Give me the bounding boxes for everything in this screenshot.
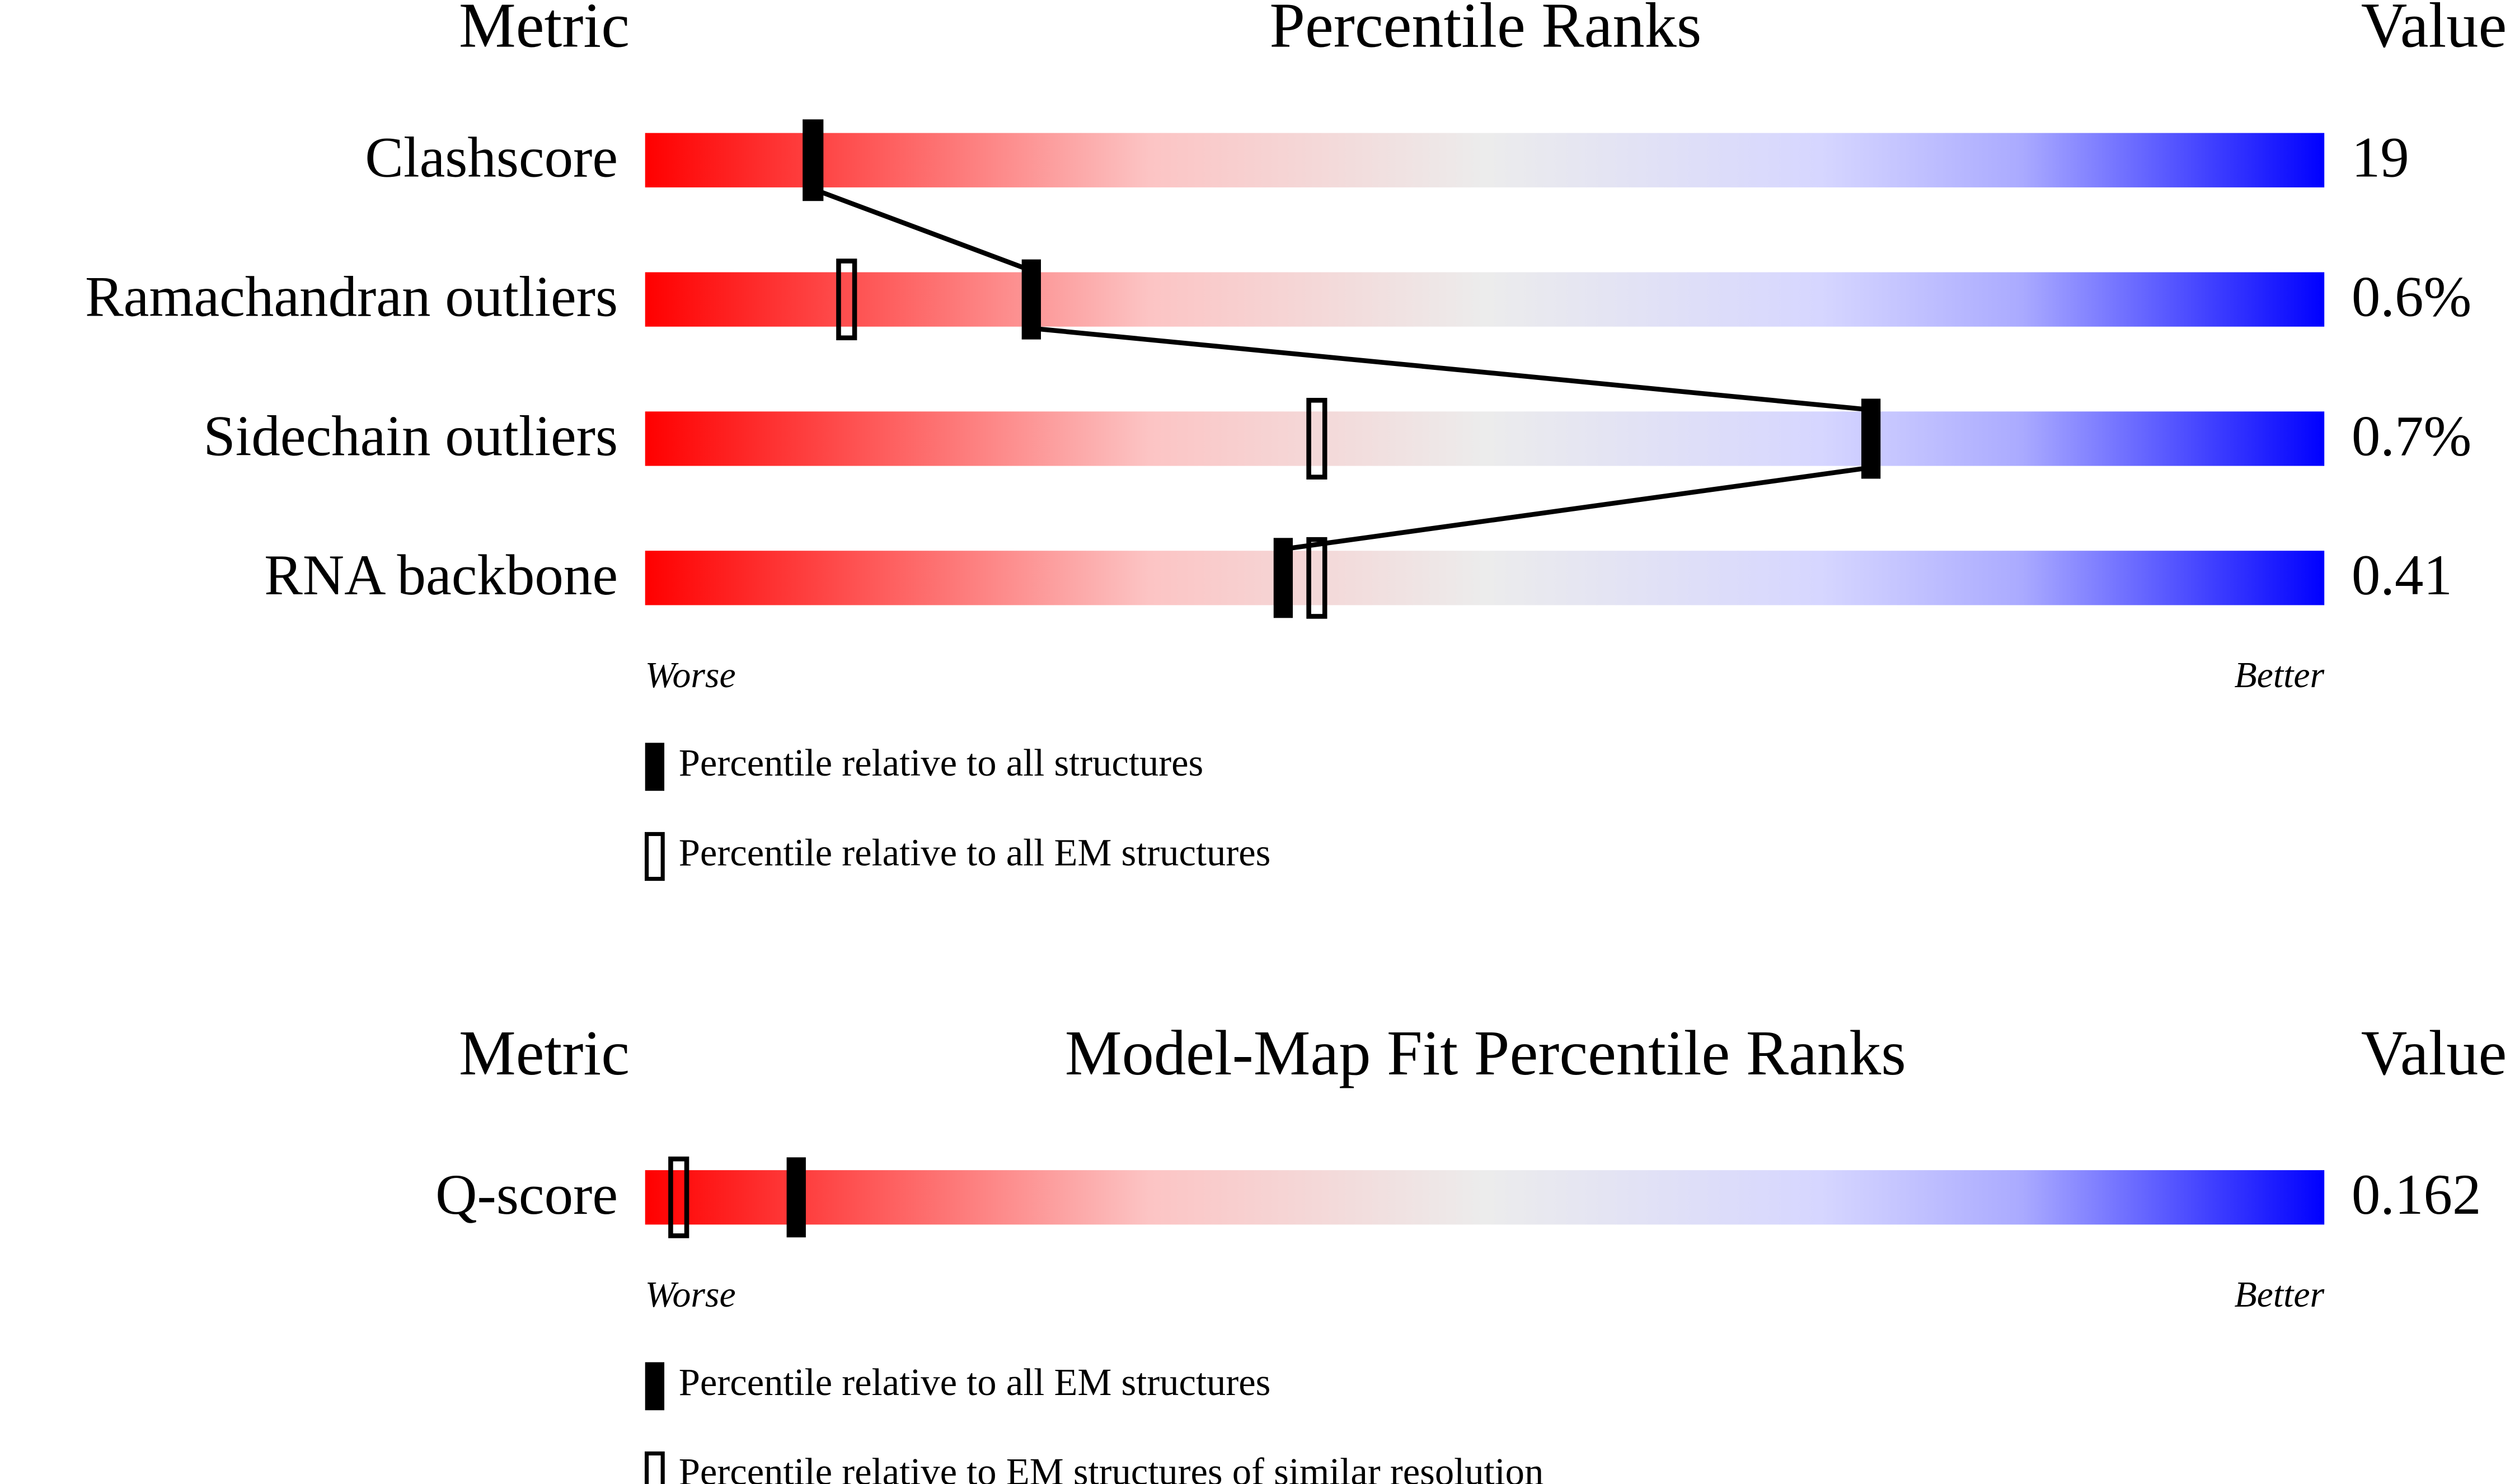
metric-label: Q-score bbox=[435, 1163, 618, 1227]
legend-label: Percentile relative to EM structures of … bbox=[679, 1450, 1544, 1484]
connector-line bbox=[812, 186, 1871, 552]
better-label: Better bbox=[2234, 1274, 2324, 1315]
metric-value: 19 bbox=[2352, 126, 2409, 190]
metric-header: Metric bbox=[459, 1017, 630, 1088]
metric-label: Sidechain outliers bbox=[203, 404, 618, 468]
percentile-marker bbox=[1021, 259, 1041, 340]
percentile-marker bbox=[1861, 398, 1881, 479]
slider-bar bbox=[645, 1170, 2325, 1225]
legend-label: Percentile relative to all EM structures bbox=[679, 1361, 1271, 1403]
chart-title: Model-Map Fit Percentile Ranks bbox=[1065, 1017, 1906, 1088]
legend-label: Percentile relative to all EM structures bbox=[679, 831, 1271, 874]
slider-bar bbox=[645, 272, 2325, 327]
percentile-marker-open bbox=[1306, 398, 1327, 480]
metric-label: Ramachandran outliers bbox=[85, 265, 618, 328]
metric-header: Metric bbox=[459, 0, 630, 61]
value-header: Value bbox=[2361, 0, 2507, 61]
percentile-marker bbox=[1273, 538, 1293, 618]
chart-title: Percentile Ranks bbox=[1269, 0, 1701, 61]
metric-value: 0.41 bbox=[2352, 543, 2452, 607]
metric-value: 0.162 bbox=[2352, 1163, 2481, 1227]
metric-value: 0.7% bbox=[2352, 404, 2472, 468]
legend-icon bbox=[645, 1362, 665, 1411]
worse-label: Worse bbox=[645, 655, 736, 696]
legend-icon-open bbox=[644, 832, 665, 881]
better-label: Better bbox=[2234, 655, 2324, 696]
percentile-marker-open bbox=[836, 259, 857, 341]
slider-bar bbox=[645, 551, 2325, 605]
worse-label: Worse bbox=[645, 1274, 736, 1315]
percentile-marker-open bbox=[668, 1156, 689, 1238]
metric-label: Clashscore bbox=[365, 126, 618, 190]
legend-label: Percentile relative to all structures bbox=[679, 741, 1204, 784]
slider-bar bbox=[645, 411, 2325, 466]
legend-icon-open bbox=[644, 1451, 665, 1484]
metric-label: RNA backbone bbox=[264, 543, 618, 607]
percentile-marker-open bbox=[1306, 537, 1327, 619]
slider-bar bbox=[645, 133, 2325, 187]
legend-icon bbox=[645, 743, 665, 791]
percentile-marker bbox=[786, 1157, 806, 1238]
percentile-marker bbox=[803, 120, 823, 200]
metric-value: 0.6% bbox=[2352, 265, 2472, 328]
value-header: Value bbox=[2361, 1017, 2507, 1088]
